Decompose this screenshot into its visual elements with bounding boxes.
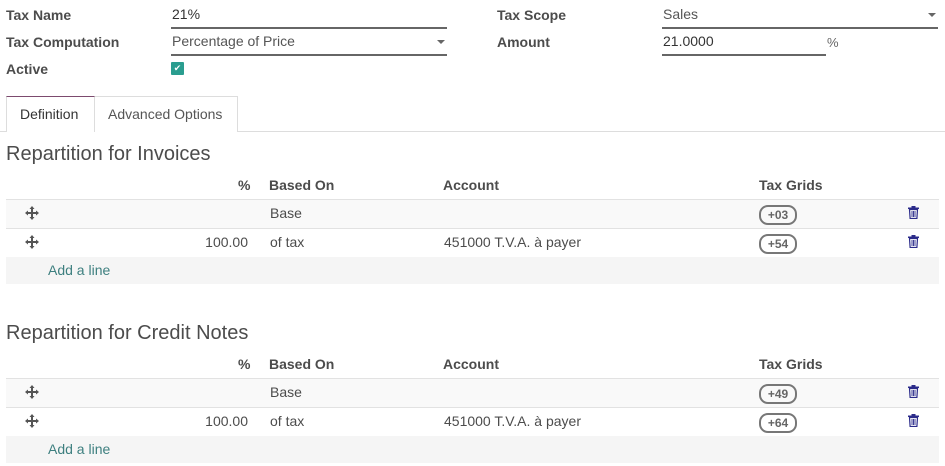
column-header-based-on[interactable]: Based On	[269, 177, 335, 193]
add-line-link[interactable]: Add a line	[48, 262, 111, 278]
tax-computation-value: Percentage of Price	[172, 33, 295, 49]
table-row[interactable]: Base +03	[6, 199, 939, 228]
table-row[interactable]: 100.00 of tax 451000 T.V.A. à payer +64	[6, 407, 939, 436]
tax-name-input[interactable]: 21%	[171, 3, 447, 29]
trash-icon[interactable]	[908, 385, 919, 401]
tab-bar: Definition Advanced Options	[0, 96, 945, 132]
table-row[interactable]: 100.00 of tax 451000 T.V.A. à payer +54	[6, 228, 939, 257]
trash-icon[interactable]	[908, 206, 919, 222]
column-header-percent[interactable]: %	[238, 177, 251, 193]
drag-handle-icon[interactable]	[25, 385, 39, 402]
chevron-down-icon	[928, 13, 936, 17]
tax-computation-label: Tax Computation	[6, 34, 120, 50]
account-cell[interactable]: 451000 T.V.A. à payer	[444, 413, 581, 429]
column-header-percent[interactable]: %	[238, 356, 251, 372]
based-on-cell[interactable]: of tax	[270, 413, 305, 429]
drag-handle-icon[interactable]	[25, 235, 39, 252]
amount-input[interactable]: 21.0000	[662, 30, 826, 56]
percent-cell[interactable]: 100.00	[205, 413, 248, 429]
tax-scope-label: Tax Scope	[497, 7, 566, 23]
based-on-cell[interactable]: Base	[270, 384, 302, 400]
tax-grid-badge[interactable]: +54	[759, 234, 797, 254]
column-header-account[interactable]: Account	[443, 177, 499, 193]
tax-grid-badge[interactable]: +03	[759, 205, 797, 225]
tab-definition[interactable]: Definition	[6, 96, 95, 132]
account-cell[interactable]: 451000 T.V.A. à payer	[444, 234, 581, 250]
add-line-row: Add a line	[6, 257, 939, 284]
drag-handle-icon[interactable]	[25, 206, 39, 223]
tax-scope-value: Sales	[663, 6, 699, 22]
based-on-cell[interactable]: of tax	[270, 234, 305, 250]
tax-scope-select[interactable]: Sales	[662, 3, 938, 29]
credit-notes-section-title: Repartition for Credit Notes	[6, 322, 249, 344]
trash-icon[interactable]	[908, 235, 919, 251]
tax-grid-badge[interactable]: +49	[759, 384, 797, 404]
amount-label: Amount	[497, 34, 550, 50]
amount-unit: %	[827, 35, 839, 50]
invoices-section-title: Repartition for Invoices	[6, 143, 211, 165]
trash-icon[interactable]	[908, 414, 919, 430]
add-line-row: Add a line	[6, 436, 939, 463]
active-checkbox[interactable]: ✔	[171, 62, 184, 75]
add-line-link[interactable]: Add a line	[48, 441, 111, 457]
tax-name-label: Tax Name	[6, 7, 72, 23]
check-icon: ✔	[173, 63, 182, 73]
based-on-cell[interactable]: Base	[270, 205, 302, 221]
chevron-down-icon	[437, 40, 445, 44]
column-header-account[interactable]: Account	[443, 356, 499, 372]
column-header-tax-grids[interactable]: Tax Grids	[759, 356, 823, 372]
column-header-based-on[interactable]: Based On	[269, 356, 335, 372]
tax-grid-badge[interactable]: +64	[759, 413, 797, 433]
tax-computation-select[interactable]: Percentage of Price	[171, 30, 447, 56]
table-row[interactable]: Base +49	[6, 378, 939, 407]
tab-advanced-options[interactable]: Advanced Options	[95, 96, 238, 132]
column-header-tax-grids[interactable]: Tax Grids	[759, 177, 823, 193]
drag-handle-icon[interactable]	[25, 414, 39, 431]
active-label: Active	[6, 61, 49, 77]
percent-cell[interactable]: 100.00	[205, 234, 248, 250]
